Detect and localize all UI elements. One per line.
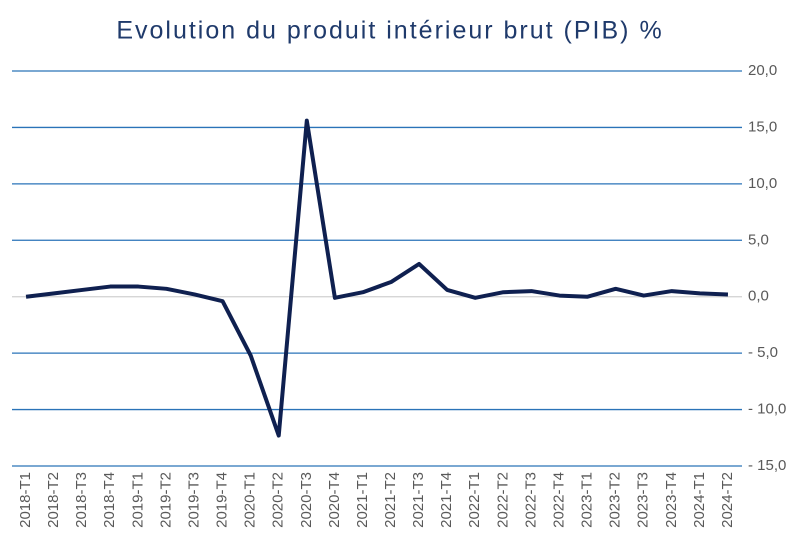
x-tick-label: 2023-T4 [663,472,680,528]
x-tick-label: 2021-T3 [410,472,427,528]
y-tick-label: - 15,0 [748,457,786,474]
y-tick-label: 10,0 [748,175,777,192]
x-tick-label: 2021-T1 [354,472,371,528]
x-tick-label: 2018-T2 [45,472,62,528]
x-tick-label: 2022-T2 [494,472,511,528]
x-tick-label: 2018-T4 [101,472,118,528]
x-tick-label: 2024-T1 [691,472,708,528]
y-tick-label: - 10,0 [748,401,786,418]
data-line [25,118,729,438]
x-tick-label: 2020-T4 [326,472,343,528]
y-tick-label: 0,0 [748,288,769,305]
x-tick-label: 2018-T3 [73,472,90,528]
x-tick-label: 2019-T2 [157,472,174,528]
x-tick-label: 2021-T4 [438,472,455,528]
x-tick-label: 2022-T3 [522,472,539,528]
x-tick-label: 2023-T1 [579,472,596,528]
x-tick-label: 2019-T1 [129,472,146,528]
x-tick-label: 2022-T1 [466,472,483,528]
chart-title: Evolution du produit intérieur brut (PIB… [116,17,663,45]
x-tick-label: 2020-T2 [270,472,287,528]
x-tick-label: 2018-T1 [17,472,34,528]
x-tick-label: 2020-T3 [298,472,315,528]
y-tick-label: 15,0 [748,118,777,135]
y-tick-label: 5,0 [748,231,769,248]
x-tick-label: 2023-T3 [635,472,652,528]
y-tick-label: 20,0 [748,62,777,79]
x-tick-label: 2019-T3 [185,472,202,528]
x-tick-label: 2024-T2 [719,472,736,528]
x-tick-label: 2022-T4 [550,472,567,528]
y-tick-label: - 5,0 [748,344,778,361]
x-tick-label: 2023-T2 [607,472,624,528]
x-tick-label: 2020-T1 [242,472,259,528]
x-tick-label: 2019-T4 [214,472,231,528]
x-tick-label: 2021-T2 [382,472,399,528]
